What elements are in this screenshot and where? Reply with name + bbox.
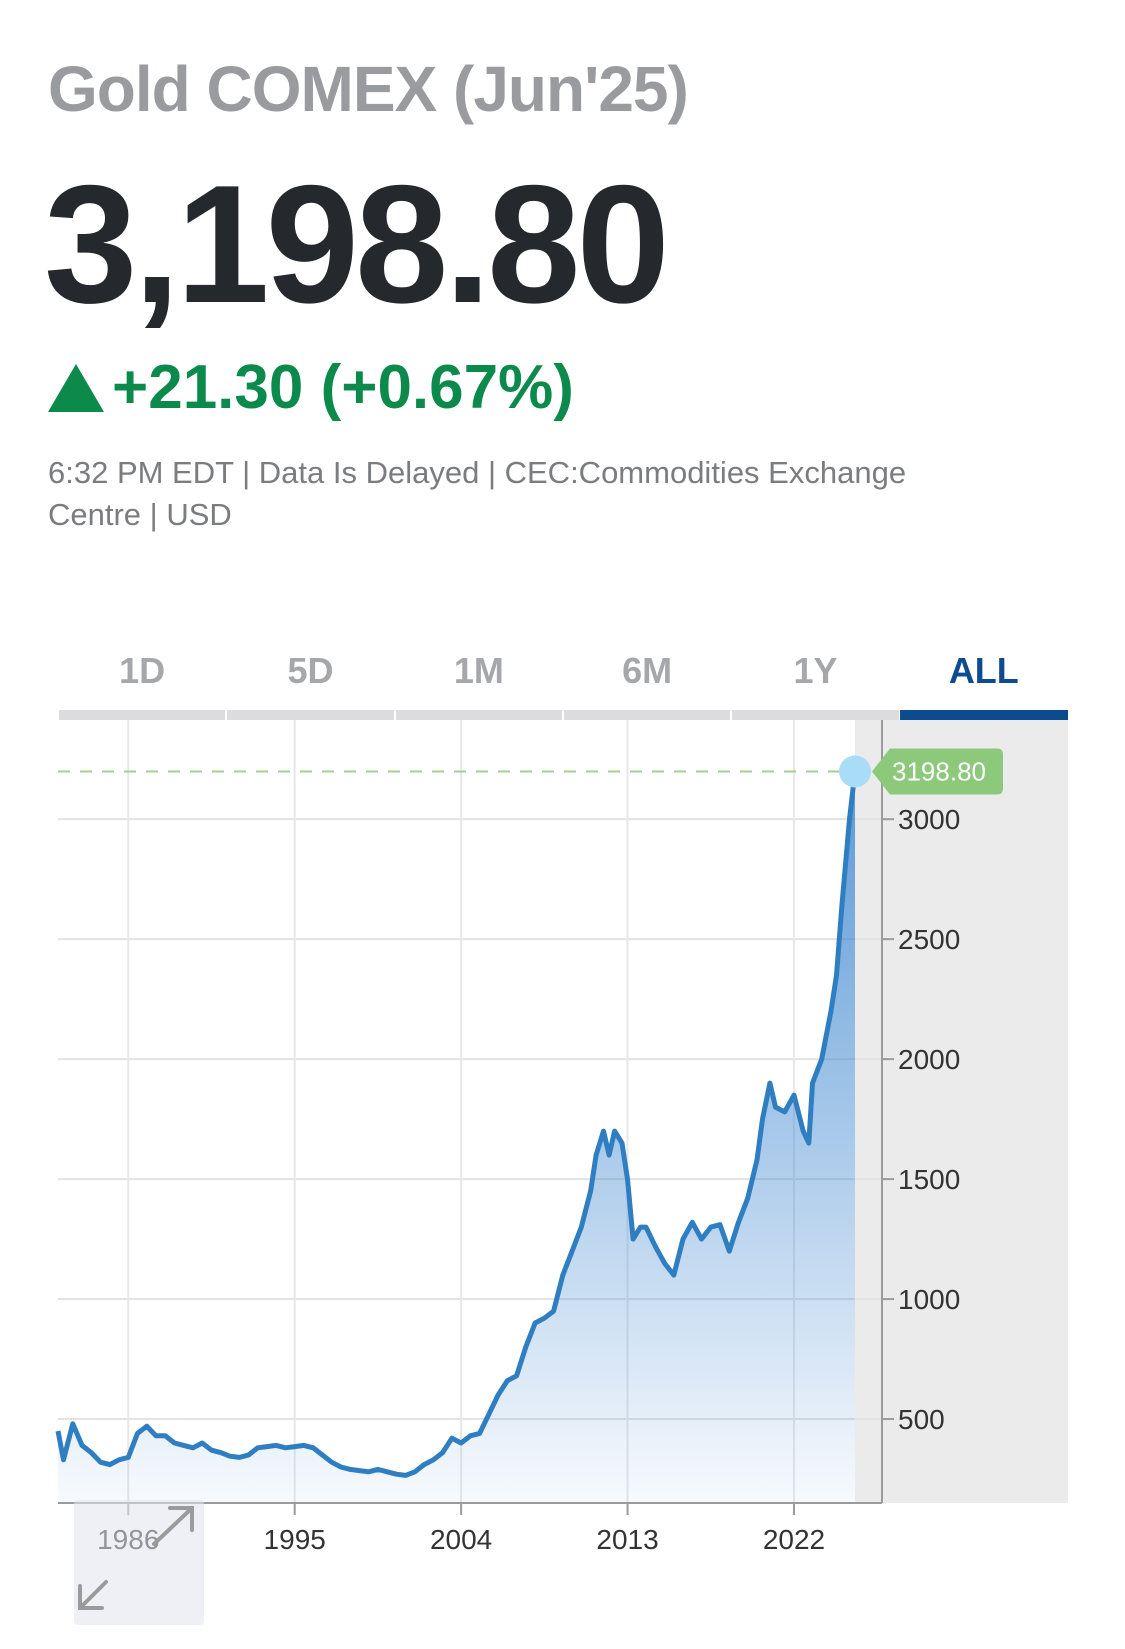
tab-label: 1M — [453, 650, 504, 691]
tab-label: ALL — [948, 650, 1019, 691]
quote-meta-line2: Centre | USD — [48, 497, 232, 532]
x-tick-label: 2022 — [763, 1524, 825, 1555]
last-price: 3,198.80 — [44, 150, 670, 338]
tab-label: 1Y — [793, 650, 838, 691]
y-tick-label: 1500 — [898, 1164, 960, 1195]
tab-label: 1D — [119, 650, 166, 691]
x-tick-label: 1995 — [264, 1524, 326, 1555]
price-area — [58, 771, 855, 1503]
expand-chart-button[interactable] — [74, 1500, 204, 1625]
x-tick-label: 2004 — [430, 1524, 492, 1555]
y-tick-label: 3000 — [898, 804, 960, 835]
y-axis-ticks: 500 1000 1500 2000 2500 3000 — [882, 804, 960, 1435]
expand-arrows-icon — [78, 1506, 194, 1610]
current-price-label: 3198.80 — [892, 756, 986, 786]
tab-label: 6M — [622, 650, 673, 691]
tab-1d[interactable]: 1D — [58, 640, 226, 720]
tab-1m[interactable]: 1M — [395, 640, 563, 720]
current-price-badge-shape — [872, 748, 1003, 795]
price-change: +21.30 (+0.67%) — [48, 352, 574, 423]
price-change-text: +21.30 (+0.67%) — [112, 353, 574, 422]
future-region — [855, 720, 1068, 1503]
current-price-badge: 3198.80 — [872, 748, 1003, 795]
up-arrow-icon — [48, 363, 104, 412]
y-tick-label: 500 — [898, 1404, 945, 1435]
tab-5d[interactable]: 5D — [226, 640, 394, 720]
y-tick-label: 2000 — [898, 1044, 960, 1075]
current-price-marker[interactable] — [839, 755, 871, 788]
tab-all[interactable]: ALL — [899, 640, 1069, 720]
tab-1y[interactable]: 1Y — [731, 640, 899, 720]
tab-6m[interactable]: 6M — [563, 640, 731, 720]
quote-meta-line1: 6:32 PM EDT | Data Is Delayed | CEC:Comm… — [48, 455, 907, 490]
quote-meta: 6:32 PM EDT | Data Is Delayed | CEC:Comm… — [48, 452, 1048, 536]
x-tick-label: 2013 — [596, 1524, 658, 1555]
y-tick-label: 1000 — [898, 1284, 960, 1315]
x-axis-ticks: 19861995200420132022 — [97, 1503, 825, 1555]
instrument-title: Gold COMEX (Jun'25) — [48, 53, 689, 125]
price-line — [55, 771, 858, 1478]
tab-label: 5D — [287, 650, 334, 691]
y-tick-label: 2500 — [898, 924, 960, 955]
range-tabs: 1D 5D 1M 6M 1Y ALL — [58, 640, 1069, 720]
